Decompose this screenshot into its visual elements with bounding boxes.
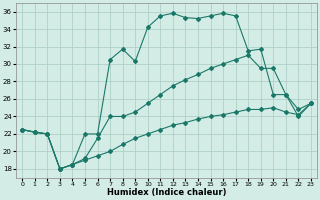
X-axis label: Humidex (Indice chaleur): Humidex (Indice chaleur) <box>107 188 226 197</box>
